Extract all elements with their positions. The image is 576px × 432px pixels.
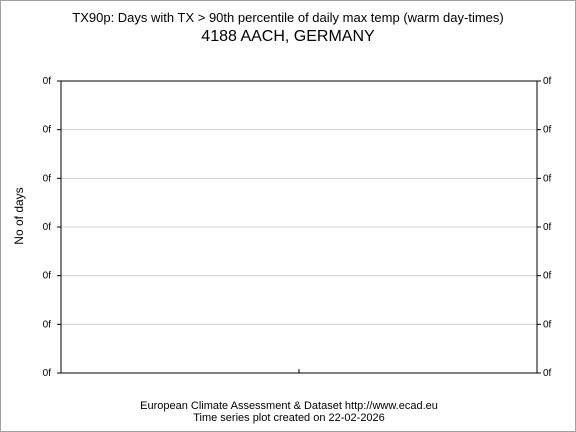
y-tick-label-right: 0f (543, 125, 552, 136)
y-tick-label-left: 0f (43, 76, 52, 87)
chart-title: TX90p: Days with TX > 90th percentile of… (72, 10, 504, 25)
y-tick-label-right: 0f (543, 173, 552, 184)
chart-subtitle: 4188 AACH, GERMANY (201, 28, 375, 45)
y-tick-label-left: 0f (43, 271, 52, 282)
y-tick-label-left: 0f (43, 368, 52, 379)
footer-date: Time series plot created on 22-02-2026 (193, 412, 385, 424)
y-tick-label-right: 0f (543, 319, 552, 330)
y-tick-label-left: 0f (43, 125, 52, 136)
y-tick-label-left: 0f (43, 173, 52, 184)
y-tick-label-left: 0f (43, 222, 52, 233)
y-tick-label-right: 0f (543, 271, 552, 282)
footer-credit: European Climate Assessment & Dataset ht… (140, 400, 438, 412)
y-tick-label-right: 0f (543, 76, 552, 87)
y-tick-label-right: 0f (543, 222, 552, 233)
y-tick-label-right: 0f (543, 368, 552, 379)
y-tick-label-left: 0f (43, 319, 52, 330)
